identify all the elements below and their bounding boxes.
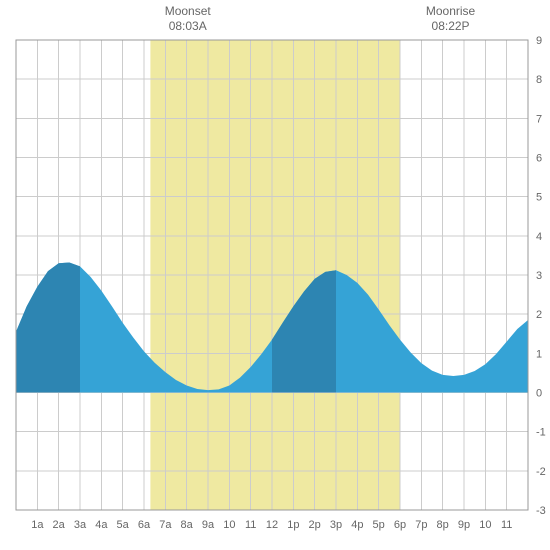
svg-text:9p: 9p xyxy=(458,519,470,531)
svg-text:7p: 7p xyxy=(415,519,427,531)
svg-text:11: 11 xyxy=(245,519,256,531)
moonrise-time: 08:22P xyxy=(432,19,470,33)
svg-text:3p: 3p xyxy=(330,519,342,531)
svg-text:9a: 9a xyxy=(202,519,215,531)
chart-svg: -3-2-101234567891a2a3a4a5a6a7a8a9a101112… xyxy=(0,0,550,550)
svg-text:7: 7 xyxy=(536,113,542,125)
svg-text:6p: 6p xyxy=(394,519,406,531)
svg-text:4p: 4p xyxy=(351,519,363,531)
moonset-label: Moonset 08:03A xyxy=(158,4,218,34)
svg-text:4a: 4a xyxy=(95,519,108,531)
moonrise-label: Moonrise 08:22P xyxy=(421,4,481,34)
svg-text:-1: -1 xyxy=(536,427,546,439)
svg-text:3a: 3a xyxy=(74,519,87,531)
svg-text:0: 0 xyxy=(536,388,542,400)
svg-text:1a: 1a xyxy=(31,519,44,531)
svg-text:5: 5 xyxy=(536,192,542,204)
tide-chart: -3-2-101234567891a2a3a4a5a6a7a8a9a101112… xyxy=(0,0,550,550)
svg-text:5p: 5p xyxy=(373,519,385,531)
svg-text:2: 2 xyxy=(536,309,542,321)
svg-text:11: 11 xyxy=(501,519,512,531)
moonrise-title: Moonrise xyxy=(426,4,475,18)
svg-text:1: 1 xyxy=(536,348,542,360)
svg-text:8a: 8a xyxy=(181,519,194,531)
svg-text:5a: 5a xyxy=(117,519,130,531)
svg-text:6a: 6a xyxy=(138,519,151,531)
moonset-time: 08:03A xyxy=(169,19,207,33)
svg-text:9: 9 xyxy=(536,35,542,47)
svg-text:2p: 2p xyxy=(309,519,321,531)
svg-text:1p: 1p xyxy=(287,519,299,531)
svg-text:8p: 8p xyxy=(437,519,449,531)
svg-text:3: 3 xyxy=(536,270,542,282)
svg-text:-3: -3 xyxy=(536,505,546,517)
svg-text:7a: 7a xyxy=(159,519,172,531)
svg-text:4: 4 xyxy=(536,231,542,243)
svg-text:2a: 2a xyxy=(53,519,66,531)
svg-text:-2: -2 xyxy=(536,466,546,478)
svg-text:8: 8 xyxy=(536,74,542,86)
svg-text:10: 10 xyxy=(223,519,235,531)
svg-text:6: 6 xyxy=(536,153,542,165)
moonset-title: Moonset xyxy=(165,4,211,18)
svg-text:12: 12 xyxy=(266,519,278,531)
svg-text:10: 10 xyxy=(479,519,491,531)
